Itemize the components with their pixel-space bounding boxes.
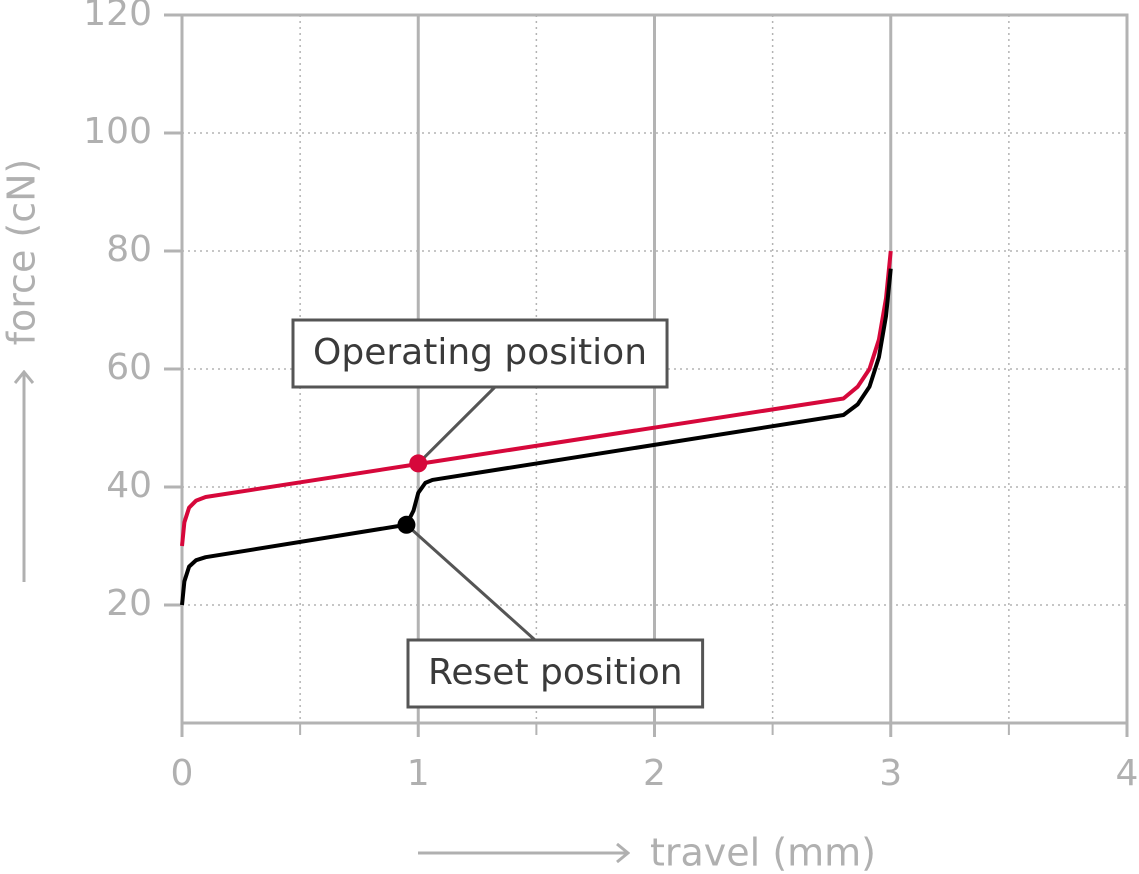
series-line — [180, 250, 893, 547]
y-tick-label: 120 — [83, 0, 152, 34]
annotation-pointer — [417, 385, 497, 465]
y-tick-label: 80 — [106, 229, 152, 270]
annotation-point — [397, 515, 416, 534]
series-line — [180, 268, 893, 606]
plot-frame — [180, 13, 1129, 725]
x-tick-label: 0 — [171, 753, 194, 794]
annotation-text: Operating position — [313, 332, 647, 373]
y-tick-label: 100 — [83, 111, 152, 152]
annotation-box — [291, 318, 669, 389]
annotation-pointer — [405, 523, 537, 642]
annotation-text: Reset position — [428, 652, 683, 693]
x-axis-label: travel (mm) — [650, 831, 876, 874]
x-tick-label: 1 — [407, 753, 430, 794]
y-tick-label: 60 — [106, 347, 152, 388]
annotation-box — [406, 638, 705, 709]
y-tick-label: 40 — [106, 465, 152, 506]
x-tick-label: 2 — [643, 753, 666, 794]
x-tick-label: 4 — [1116, 753, 1139, 794]
y-axis-label: force (cN) — [0, 159, 44, 346]
y-tick-label: 20 — [106, 583, 152, 624]
annotation-point — [409, 454, 428, 473]
x-tick-label: 3 — [879, 753, 902, 794]
